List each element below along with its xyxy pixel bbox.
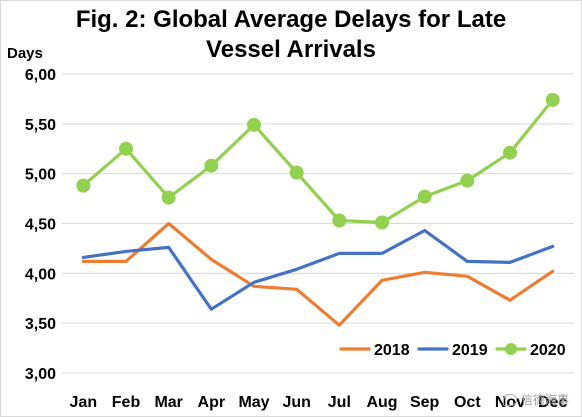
- legend-label-2018: 2018: [374, 342, 410, 359]
- chart-title: Fig. 2: Global Average Delays for Late V…: [1, 5, 581, 65]
- y-tick-label: 3,00: [25, 366, 56, 383]
- x-tick-label: Sep: [410, 394, 440, 411]
- y-tick-label: 5,00: [25, 167, 56, 184]
- x-tick-label: Feb: [112, 394, 141, 411]
- x-tick-label: Apr: [198, 394, 226, 411]
- data-point-2020: [161, 190, 176, 205]
- data-point-2020: [417, 189, 432, 204]
- x-tick-label: Oct: [454, 394, 481, 411]
- y-tick-label: 5,50: [25, 117, 56, 134]
- data-point-2020: [375, 215, 389, 230]
- x-tick-label: Dec: [538, 394, 567, 411]
- data-point-2020: [289, 165, 304, 180]
- y-tick-label: 4,50: [25, 217, 56, 234]
- data-point-2020: [460, 173, 475, 188]
- series-line-2019: [81, 228, 555, 311]
- series-line-2018: [81, 221, 555, 327]
- chart-title-line-1: Fig. 2: Global Average Delays for Late: [75, 6, 507, 33]
- data-point-2020: [332, 213, 347, 228]
- chart-title-line-2: Vessel Arrivals: [206, 36, 376, 63]
- legend-marker-2020: [505, 343, 517, 355]
- data-point-2020: [76, 178, 91, 193]
- x-tick-label: May: [238, 394, 269, 411]
- legend-label-2019: 2019: [452, 342, 488, 359]
- data-point-2020: [247, 117, 261, 132]
- legend-label-2020: 2020: [530, 342, 566, 359]
- series-line-2020: [81, 98, 555, 225]
- data-point-2020: [503, 145, 517, 160]
- y-tick-label: 4,00: [25, 266, 56, 283]
- x-tick-label: Aug: [366, 394, 397, 411]
- x-tick-label: Jan: [70, 394, 98, 411]
- watermark: 信德海事: [502, 391, 569, 408]
- x-tick-label: Jun: [282, 394, 310, 411]
- x-tick-label: Mar: [154, 394, 182, 411]
- y-tick-label: 3,50: [25, 316, 56, 333]
- data-point-2020: [204, 158, 219, 173]
- y-axis-label: Days: [7, 45, 43, 62]
- y-tick-label: 6,00: [25, 67, 56, 84]
- x-tick-label: Jul: [328, 394, 351, 411]
- watermark-text: 信德海事: [520, 393, 569, 407]
- chat-bubble-icon: [502, 393, 517, 406]
- data-point-2020: [545, 92, 560, 107]
- data-point-2020: [119, 141, 133, 156]
